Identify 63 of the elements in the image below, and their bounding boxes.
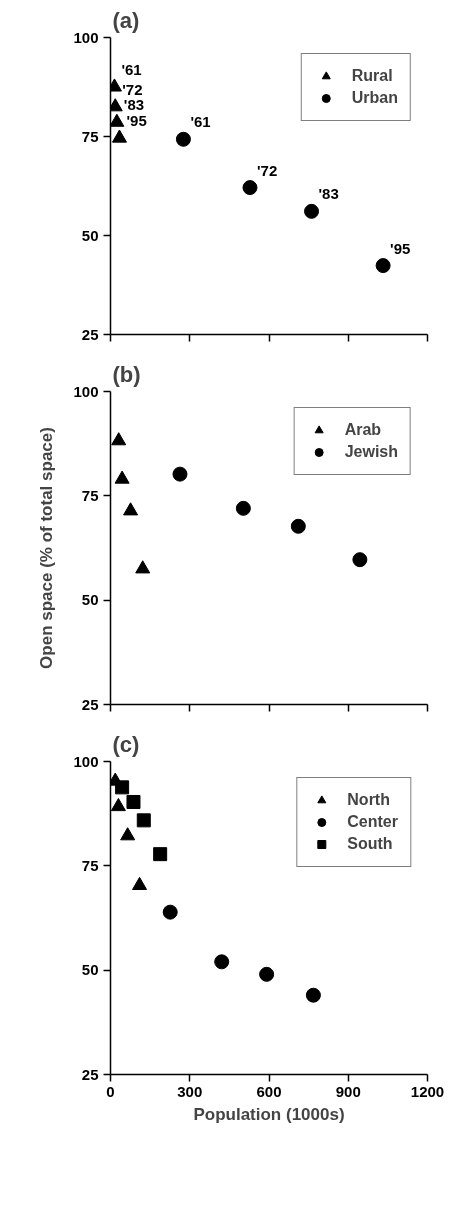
point [110,797,126,812]
point [110,78,122,92]
x-axis-title: Population (1000s) [193,1104,345,1124]
y-tick-label: 100 [73,28,99,46]
y-tick-label: 75 [81,486,99,504]
legend-label: South [347,835,393,853]
point [172,466,188,482]
y-tick-label: 50 [81,591,99,609]
point [136,813,151,828]
y-tick-label: 50 [81,961,99,979]
point [115,780,130,795]
annotation: '61 [121,61,142,78]
y-tick-label: 25 [81,695,99,713]
y-tick-label: 25 [81,325,99,343]
point [259,966,275,982]
point [235,500,251,516]
point [126,794,141,809]
point [304,203,320,219]
point [352,552,368,568]
point [132,876,148,890]
legend-label: Jewish [344,443,398,461]
point [375,258,391,274]
legend-label: Center [347,813,398,831]
point [305,987,321,1003]
legend-label: Urban [351,89,398,107]
point [153,847,168,862]
y-tick-label: 75 [81,127,99,145]
y-axis-title: Open space (% of total space) [37,427,57,669]
x-tick-label: 0 [106,1082,115,1100]
point [162,904,178,920]
point [120,827,136,841]
y-tick-label: 100 [73,382,99,400]
point [111,432,127,446]
point [114,470,130,484]
point [111,129,127,143]
chart-title: (a) [112,7,140,33]
legend-label: Rural [351,67,393,85]
legend-label: Arab [344,421,382,439]
x-tick-label: 300 [177,1082,203,1100]
y-tick-label: 50 [81,226,99,244]
y-tick-label: 75 [81,856,99,874]
x-tick-label: 1200 [410,1082,445,1100]
y-tick-label: 25 [81,1065,99,1083]
y-tick-label: 100 [73,752,99,770]
annotation: '83 [318,185,339,203]
point [175,131,191,147]
annotation: '83 [123,96,145,114]
point [290,518,306,534]
annotation: '95 [390,239,411,257]
annotation: '95 [126,112,147,130]
x-tick-label: 900 [335,1082,361,1100]
point [123,502,139,516]
chart-title: (c) [112,731,140,757]
annotation: '72 [256,161,278,179]
point [110,113,125,127]
legend-label: North [347,791,390,809]
chart-title: (b) [112,361,141,387]
point [242,180,258,196]
x-tick-label: 600 [256,1082,282,1100]
point [214,954,230,970]
annotation: '61 [190,113,211,131]
point [110,98,123,112]
annotation: '72 [122,80,143,98]
